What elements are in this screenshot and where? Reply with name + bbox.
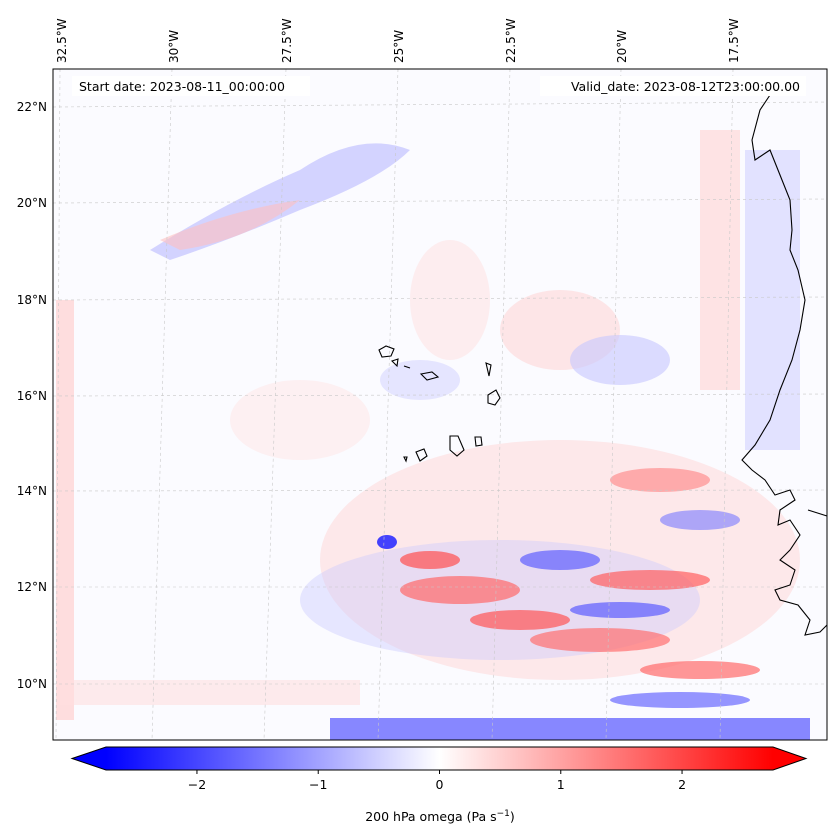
- coastline: [741, 94, 828, 636]
- lon-label: 17.5°W: [727, 18, 741, 63]
- colorbar-tick-label: −2: [188, 777, 206, 792]
- colorbar-title-text: 200 hPa omega (Pa s: [365, 809, 496, 824]
- omega-field: [53, 69, 827, 740]
- start-date-box: [72, 76, 310, 96]
- valid-date-label: Valid_date: 2023-08-12T23:00:00.00: [571, 79, 800, 94]
- colorbar-extend-low: [72, 747, 106, 770]
- lat-label: 18°N: [17, 293, 47, 307]
- lon-label: 20°W: [615, 30, 629, 63]
- colorbar-title-sup: −1: [497, 809, 510, 819]
- colorbar-tick-label: 2: [678, 777, 686, 792]
- lon-label: 32.5°W: [55, 18, 69, 63]
- colorbar-title: 200 hPa omega (Pa s−1): [365, 809, 515, 824]
- colorbar-extend-high: [773, 747, 806, 770]
- gridlines: [52, 68, 828, 741]
- colorbar-tick-label: 1: [557, 777, 565, 792]
- colorbar-body: [106, 747, 773, 770]
- lon-label: 27.5°W: [280, 18, 294, 63]
- valid-date-box: [540, 76, 806, 96]
- colorbar-tick-label: 0: [436, 777, 444, 792]
- colorbar-ticks: −2 −1 0 1 2: [188, 770, 686, 792]
- lon-label: 22.5°W: [504, 18, 518, 63]
- lat-label: 16°N: [17, 389, 47, 403]
- colorbar: −2 −1 0 1 2 200 hPa omega (Pa s−1): [70, 746, 808, 824]
- lat-label: 22°N: [17, 100, 47, 114]
- cape-verde-islands: [378, 345, 501, 463]
- lon-label: 25°W: [392, 30, 406, 63]
- lat-label: 20°N: [17, 196, 47, 210]
- colorbar-tick-label: −1: [309, 777, 327, 792]
- map-frame: [52, 68, 828, 741]
- lat-label: 12°N: [17, 580, 47, 594]
- lon-tick-labels: 32.5°W 30°W 27.5°W 25°W 22.5°W 20°W 17.5…: [55, 18, 741, 63]
- lat-label: 14°N: [17, 484, 47, 498]
- start-date-label: Start date: 2023-08-11_00:00:00: [79, 79, 285, 94]
- lon-label: 30°W: [167, 30, 181, 63]
- colorbar-title-close: ): [510, 809, 515, 824]
- lat-label: 10°N: [17, 677, 47, 691]
- colorbar-outline: [70, 746, 808, 771]
- lat-tick-labels: 22°N 20°N 18°N 16°N 14°N 12°N 10°N: [17, 100, 47, 691]
